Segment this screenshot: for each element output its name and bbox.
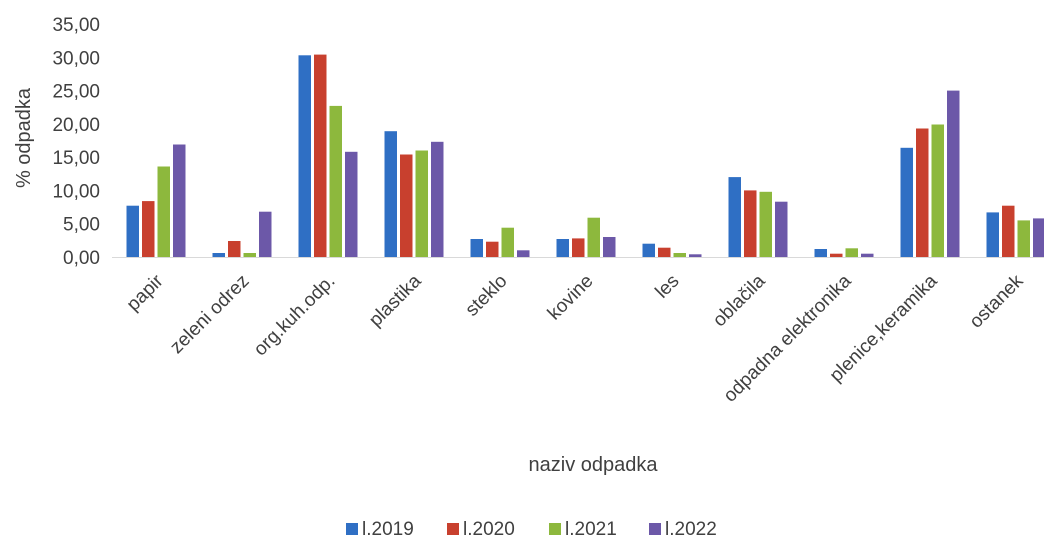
bar-l2021-1	[244, 253, 257, 257]
bars	[127, 55, 1044, 257]
bar-l2020-10	[1002, 206, 1015, 257]
y-tick-label: 5,00	[63, 215, 100, 236]
x-tick-label: oblačila	[709, 270, 770, 331]
legend: l.2019 l.2020 l.2021 l.2022	[346, 519, 717, 540]
bar-l2020-1	[228, 241, 241, 257]
y-tick-label: 35,00	[52, 15, 100, 36]
bar-l2021-8	[846, 248, 859, 257]
x-tick-label: kovine	[544, 271, 598, 325]
legend-label: l.2019	[362, 519, 414, 540]
bar-l2020-0	[142, 201, 155, 257]
bar-l2022-1	[259, 212, 272, 257]
y-tick-label: 30,00	[52, 48, 100, 69]
y-tick-label: 25,00	[52, 82, 100, 103]
bar-l2019-9	[901, 148, 914, 257]
bar-l2021-0	[158, 167, 171, 258]
bar-l2021-4	[502, 228, 515, 257]
y-tick-label: 15,00	[52, 148, 100, 169]
bar-l2021-5	[588, 218, 601, 257]
x-tick-label: papir	[123, 270, 168, 315]
x-tick-label: steklo	[462, 271, 512, 321]
bar-l2020-8	[830, 254, 843, 257]
bar-l2021-3	[416, 151, 429, 258]
legend-swatch	[346, 523, 358, 535]
bar-l2019-10	[987, 212, 1000, 257]
bar-l2022-0	[173, 145, 186, 258]
bar-l2022-2	[345, 152, 358, 257]
bar-l2020-5	[572, 238, 585, 257]
bar-l2019-1	[213, 253, 226, 257]
bar-l2019-5	[557, 239, 570, 257]
bar-l2022-9	[947, 91, 960, 257]
legend-swatch	[549, 523, 561, 535]
y-tick-label: 10,00	[52, 181, 100, 202]
bar-l2020-4	[486, 242, 499, 257]
bar-l2019-3	[385, 131, 398, 257]
bar-l2019-8	[815, 249, 828, 257]
x-tick-label: ostanek	[966, 270, 1028, 332]
bar-l2021-6	[674, 253, 687, 257]
legend-label: l.2021	[565, 519, 617, 540]
bar-l2022-6	[689, 254, 702, 257]
bar-l2021-7	[760, 192, 773, 257]
bar-l2019-4	[471, 239, 484, 257]
bar-l2019-6	[643, 244, 656, 257]
x-tick-label: org.kuh.odp.	[250, 271, 340, 361]
bar-l2022-7	[775, 202, 788, 257]
x-tick-label: plastika	[365, 270, 426, 331]
bar-l2022-4	[517, 250, 530, 257]
bar-l2022-8	[861, 254, 874, 257]
x-axis-label: naziv odpadka	[529, 454, 659, 476]
bar-l2019-2	[299, 55, 312, 257]
legend-label: l.2022	[665, 519, 717, 540]
legend-swatch	[649, 523, 661, 535]
bar-l2021-2	[330, 106, 343, 257]
bar-l2020-7	[744, 190, 757, 257]
x-tick-label: zeleni odrez	[166, 271, 253, 358]
bar-l2019-0	[127, 206, 140, 257]
bar-l2020-9	[916, 129, 929, 258]
bar-l2020-2	[314, 55, 327, 257]
bar-l2022-5	[603, 237, 616, 257]
y-tick-label: 20,00	[52, 115, 100, 136]
bar-l2021-10	[1018, 220, 1031, 257]
bar-l2022-3	[431, 142, 444, 257]
y-axis-label: % odpadka	[13, 87, 35, 188]
bar-l2020-6	[658, 248, 671, 257]
legend-swatch	[447, 523, 459, 535]
bar-l2022-10	[1033, 218, 1044, 257]
x-tick-label: les	[652, 271, 684, 303]
y-tick-label: 0,00	[63, 248, 100, 269]
bar-l2020-3	[400, 155, 413, 258]
y-axis: 0,00 5,00 10,00 15,00 20,00 25,00 30,00 35,00	[52, 15, 100, 269]
bar-l2019-7	[729, 177, 742, 257]
bar-l2021-9	[932, 125, 945, 258]
legend-label: l.2020	[463, 519, 515, 540]
